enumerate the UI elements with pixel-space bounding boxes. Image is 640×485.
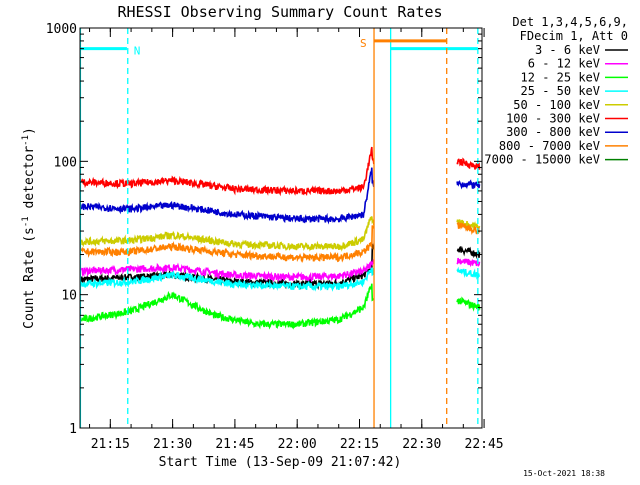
x-tick-label-4: 22:15 [340, 437, 379, 452]
legend-label-2: 12 - 25 keV [521, 70, 600, 84]
flag-label-N: N [134, 45, 141, 58]
series-line-2-seg-0 [80, 283, 375, 330]
legend-label-6: 300 - 800 keV [506, 125, 600, 139]
series-line-5-seg-1 [456, 157, 481, 170]
legend-label-4: 50 - 100 keV [513, 98, 600, 112]
series-line-3-seg-1 [456, 266, 481, 280]
plot-area: N S 1000 100 10 1 21:15 21:30 21:45 22:00 22:15 22:… [46, 22, 504, 452]
series-line-1-seg-1 [456, 257, 481, 268]
y-tick-label-1: 100 [54, 155, 77, 170]
legend-label-3: 25 - 50 keV [521, 84, 600, 98]
legend-header-line-2: FDecim 1, Att 0 [520, 29, 628, 43]
series-line-6-seg-1 [456, 179, 481, 190]
x-tick-label-6: 22:45 [465, 437, 504, 452]
legend-header-line-1: Det 1,3,4,5,6,9, [512, 15, 628, 29]
series-line-2-seg-1 [456, 296, 481, 312]
chart-title: RHESSI Observing Summary Count Rates [117, 3, 442, 21]
x-tick-label-5: 22:30 [402, 437, 441, 452]
series-line-0-seg-1 [456, 245, 481, 260]
legend-label-0: 3 - 6 keV [535, 43, 600, 57]
legend-label-8: 7000 - 15000 keV [484, 153, 600, 167]
legend-label-5: 100 - 300 keV [506, 112, 600, 126]
plot-frame [79, 27, 483, 429]
legend-label-7: 800 - 7000 keV [499, 139, 600, 153]
legend-label-1: 6 - 12 keV [528, 57, 600, 71]
y-axis-label: Count Rate (s-1 detector-1) [21, 127, 37, 329]
flag-label-S: S [360, 37, 367, 50]
series-line-3-seg-0 [80, 267, 375, 292]
y-tick-label-0: 1000 [46, 22, 77, 37]
y-tick-label-2: 10 [61, 289, 77, 304]
timestamp-footer: 15-Oct-2021 18:38 [523, 469, 605, 478]
x-tick-label-0: 21:15 [91, 437, 130, 452]
y-tick-label-3: 1 [69, 422, 77, 437]
x-tick-label-1: 21:30 [153, 437, 192, 452]
x-axis-label: Start Time (13-Sep-09 21:07:42) [159, 455, 402, 470]
x-tick-label-3: 22:00 [278, 437, 317, 452]
series-line-7-seg-1 [456, 221, 481, 235]
series-line-7-seg-0 [80, 225, 375, 264]
series-line-4-seg-0 [80, 216, 375, 252]
x-tick-label-2: 21:45 [215, 437, 254, 452]
series-line-5-seg-0 [80, 146, 375, 197]
series-line-1-seg-0 [80, 259, 375, 283]
series-line-6-seg-0 [80, 167, 375, 225]
